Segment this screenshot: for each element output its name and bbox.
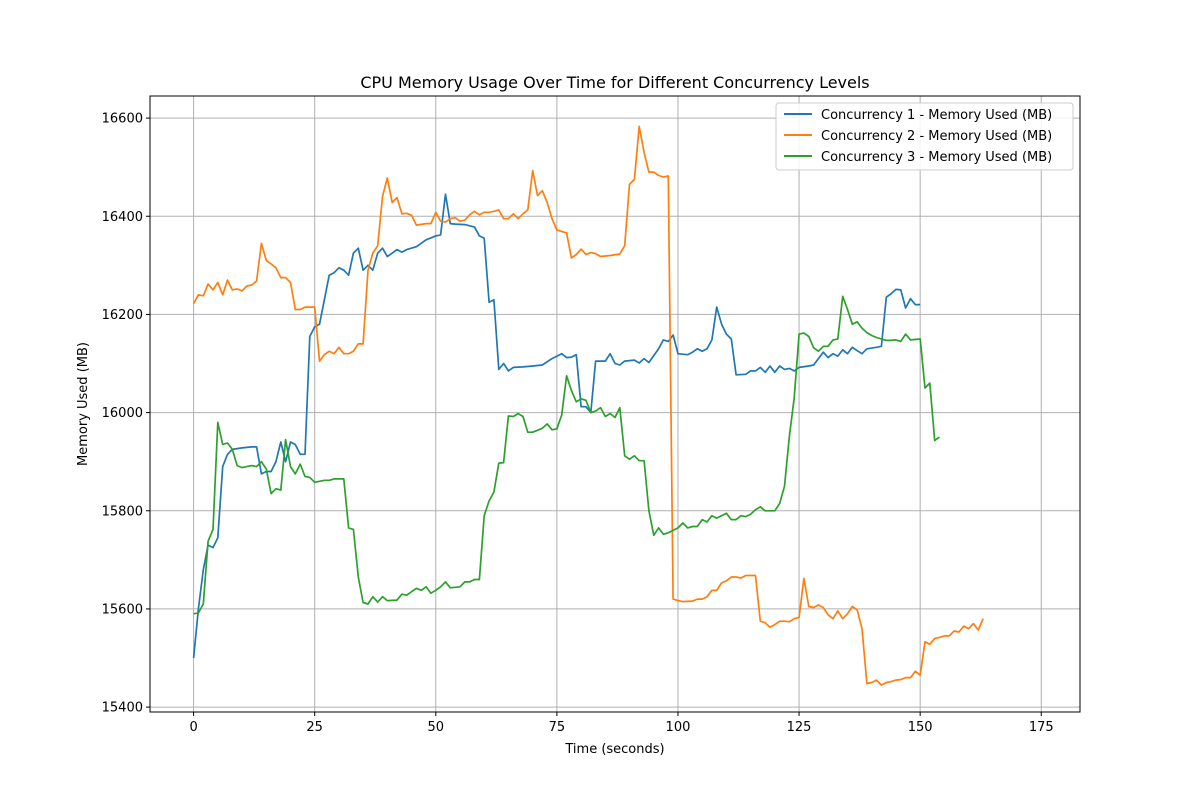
y-tick-label: 16000 bbox=[102, 406, 143, 421]
x-tick-label: 175 bbox=[1029, 720, 1054, 735]
grid-lines bbox=[150, 96, 1080, 712]
axis-ticks: 0 25 50 75 100 125 150 175 15400 15600 15800 16000 1… bbox=[102, 112, 1054, 735]
y-tick-label: 15600 bbox=[102, 602, 143, 617]
legend: Concurrency 1 - Memory Used (MB) Concurre… bbox=[775, 102, 1074, 171]
x-tick-label: 75 bbox=[549, 720, 566, 735]
series-line-concurrency-2 bbox=[192, 125, 984, 686]
plot-area-frame bbox=[149, 95, 1081, 713]
x-tick-label: 25 bbox=[306, 720, 323, 735]
y-tick-label: 16200 bbox=[102, 308, 143, 323]
x-tick-label: 0 bbox=[189, 720, 197, 735]
y-tick-label: 15800 bbox=[102, 504, 143, 519]
y-tick-label: 16600 bbox=[102, 112, 143, 127]
x-tick-label: 150 bbox=[908, 720, 933, 735]
y-tick-label: 16400 bbox=[102, 210, 143, 225]
x-tick-label: 125 bbox=[787, 720, 812, 735]
x-tick-label: 50 bbox=[428, 720, 445, 735]
x-tick-label: 100 bbox=[666, 720, 691, 735]
y-axis-label: Memory Used (MB) bbox=[76, 342, 91, 466]
y-tick-label: 15400 bbox=[102, 701, 143, 716]
legend-label-concurrency-3: Concurrency 3 - Memory Used (MB) bbox=[821, 150, 1052, 165]
chart-title: CPU Memory Usage Over Time for Different… bbox=[360, 73, 869, 92]
series-lines bbox=[192, 125, 984, 686]
legend-label-concurrency-2: Concurrency 2 - Memory Used (MB) bbox=[821, 129, 1052, 144]
legend-box bbox=[775, 102, 1074, 171]
series-line-concurrency-3 bbox=[193, 295, 941, 615]
legend-label-concurrency-1: Concurrency 1 - Memory Used (MB) bbox=[821, 108, 1052, 123]
series-line-concurrency-1 bbox=[192, 193, 921, 659]
x-axis-label: Time (seconds) bbox=[564, 742, 664, 757]
